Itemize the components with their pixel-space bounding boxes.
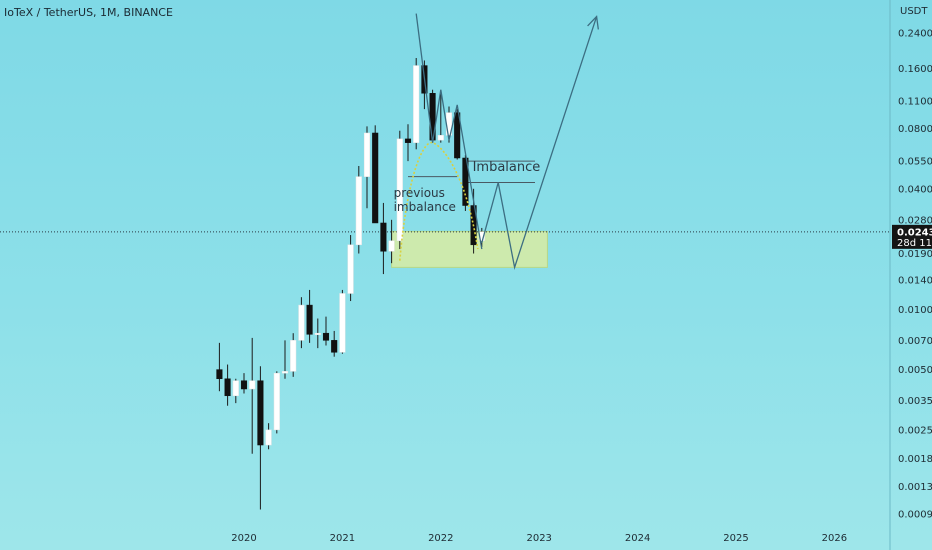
time-tick-label: 2020 xyxy=(231,533,256,544)
bear-candle xyxy=(306,304,313,335)
candle-countdown: 28d 11h xyxy=(897,238,932,249)
current-price-badge xyxy=(892,224,932,249)
bull-candle xyxy=(265,429,272,446)
demand-zone xyxy=(391,230,548,268)
projection-arrowhead xyxy=(587,15,599,30)
symbol-title: IoTeX / TetherUS, 1M, BINANCE xyxy=(4,6,173,19)
bear-candle xyxy=(224,378,231,397)
bull-candle xyxy=(232,380,239,397)
price-tick-label: 0.00095 xyxy=(898,510,932,521)
bull-candle xyxy=(347,244,354,294)
current-price-value: 0.02438 xyxy=(897,227,932,238)
bull-candle xyxy=(339,293,346,353)
bull-candle xyxy=(437,135,444,141)
pattern-lines xyxy=(415,13,483,250)
bull-candle xyxy=(273,372,280,431)
projected-path xyxy=(481,16,598,270)
bull-candle xyxy=(355,176,362,246)
cup-curve xyxy=(399,141,479,261)
time-tick-label: 2025 xyxy=(723,533,748,544)
bear-candle xyxy=(462,157,469,206)
previous-imbalance-label: imbalance xyxy=(394,200,456,214)
time-tick-label: 2024 xyxy=(625,533,650,544)
bull-candle xyxy=(314,332,321,335)
bear-candle xyxy=(372,132,379,224)
bull-candle xyxy=(281,371,289,374)
bear-candle xyxy=(240,380,248,390)
bear-candle xyxy=(331,340,338,353)
previous-imbalance-label: previous xyxy=(394,186,445,200)
bear-candle xyxy=(257,380,264,446)
bear-candle xyxy=(216,369,223,380)
bear-candle xyxy=(380,222,387,252)
time-tick-label: 2021 xyxy=(330,533,355,544)
bear-candle xyxy=(454,112,461,159)
bull-candle xyxy=(363,132,371,177)
time-tick-label: 2026 xyxy=(822,533,847,544)
bull-candle xyxy=(388,240,395,252)
price-axis-unit: USDT xyxy=(900,6,928,17)
bull-candle xyxy=(396,138,403,242)
bear-candle xyxy=(322,332,330,341)
bull-candle xyxy=(413,65,420,143)
time-tick-label: 2023 xyxy=(526,533,551,544)
imbalance-label: Imbalance xyxy=(473,160,541,175)
bear-candle xyxy=(404,138,412,143)
bull-candle xyxy=(290,340,297,372)
bull-candle xyxy=(298,304,305,341)
time-tick-label: 2022 xyxy=(428,533,453,544)
bull-candle xyxy=(249,380,256,390)
